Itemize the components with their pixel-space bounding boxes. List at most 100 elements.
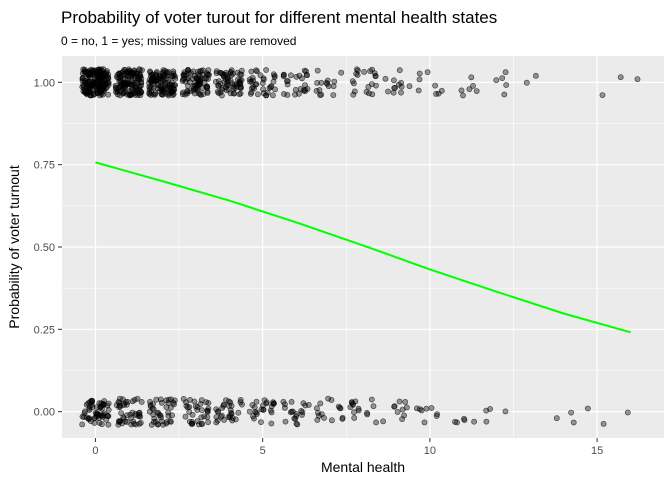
data-point (98, 91, 105, 97)
data-point (523, 79, 530, 86)
data-point (399, 406, 406, 413)
y-tick-label: 0.00 (34, 407, 55, 419)
data-point (170, 399, 177, 406)
data-point (189, 420, 196, 427)
data-point (138, 89, 145, 96)
data-point (413, 405, 420, 412)
y-tick-label: 0.50 (34, 242, 55, 254)
data-point (370, 403, 377, 410)
data-point (126, 88, 133, 95)
data-point (79, 421, 86, 428)
data-point (147, 398, 153, 405)
data-point (263, 400, 270, 407)
data-point (281, 404, 288, 411)
y-tick-label: 0.75 (34, 160, 55, 172)
data-point (364, 411, 371, 418)
data-point (204, 408, 211, 415)
data-point (466, 86, 473, 93)
data-point (79, 70, 86, 77)
data-point (83, 90, 89, 97)
data-point (468, 74, 475, 81)
data-point (203, 399, 209, 406)
data-point (204, 90, 211, 96)
data-point (287, 72, 294, 79)
data-point (584, 405, 591, 412)
data-point (263, 67, 269, 73)
data-point (153, 396, 160, 403)
data-point (361, 69, 367, 75)
data-point (351, 88, 358, 95)
data-point (218, 413, 224, 420)
data-point (230, 84, 237, 90)
data-point (250, 77, 256, 84)
data-point (182, 91, 189, 98)
data-point (434, 411, 440, 417)
data-point (132, 92, 139, 98)
data-point (391, 85, 398, 91)
data-point (172, 82, 178, 89)
data-point (235, 409, 242, 416)
data-point (86, 415, 92, 422)
data-point (150, 418, 157, 425)
data-point (421, 419, 428, 426)
data-point (369, 91, 376, 98)
fit-line-layer (95, 161, 631, 334)
data-point (368, 396, 375, 403)
data-point (165, 409, 172, 416)
data-point (325, 395, 331, 402)
data-point (268, 409, 275, 416)
data-point (137, 419, 144, 426)
data-point (280, 91, 287, 97)
data-point (96, 411, 102, 418)
data-point (502, 408, 509, 415)
data-point (354, 67, 361, 74)
data-point (131, 67, 138, 74)
data-point (553, 415, 560, 422)
data-point (87, 92, 94, 99)
data-point (184, 82, 191, 89)
data-point (314, 417, 321, 423)
data-point (165, 69, 172, 76)
data-point (302, 402, 309, 409)
data-point (406, 83, 413, 90)
data-point (394, 409, 401, 415)
data-point (115, 75, 122, 81)
data-point (154, 421, 161, 428)
data-point (117, 75, 123, 81)
y-axis: 0.00 0.25 0.50 0.75 1.00 (34, 77, 62, 419)
data-point (313, 405, 320, 412)
data-point (302, 86, 308, 93)
data-point (416, 76, 423, 83)
data-point (205, 67, 212, 74)
data-point (259, 80, 266, 87)
data-point (100, 400, 107, 407)
data-point (99, 405, 105, 412)
data-point (258, 419, 264, 425)
data-point (380, 418, 386, 425)
data-point (90, 69, 96, 76)
data-point (433, 413, 440, 419)
data-point (213, 419, 220, 426)
data-point (263, 92, 270, 99)
data-point (350, 80, 357, 87)
data-point (624, 409, 631, 416)
data-point (269, 92, 276, 99)
data-point (195, 78, 202, 84)
data-point (246, 408, 253, 415)
data-point (282, 418, 289, 425)
data-point (391, 403, 398, 410)
data-point (323, 79, 330, 86)
data-point (237, 85, 244, 91)
x-tick-label: 0 (92, 445, 98, 457)
data-point (181, 71, 188, 77)
data-point (399, 416, 405, 422)
data-point (199, 407, 205, 413)
data-point (217, 81, 224, 87)
data-point (157, 396, 164, 403)
data-point (131, 396, 138, 403)
data-point (167, 418, 174, 425)
data-point (125, 79, 131, 86)
data-point (150, 84, 157, 91)
data-point (264, 89, 271, 96)
data-point (232, 416, 239, 423)
